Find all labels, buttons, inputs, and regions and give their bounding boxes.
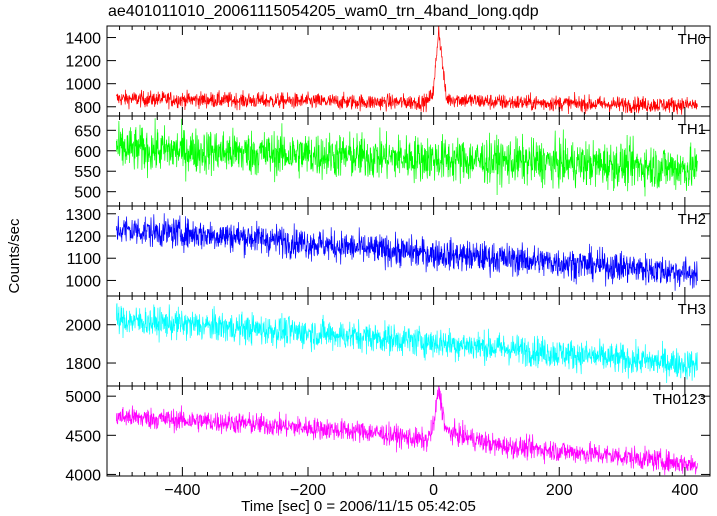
y-tick-label: 1200 (65, 54, 101, 71)
series-th0 (116, 26, 698, 115)
x-tick-label: 400 (672, 482, 699, 499)
x-tick-label: 200 (546, 482, 573, 499)
y-tick-label: 650 (74, 123, 101, 140)
panel-label: TH1 (678, 121, 706, 138)
series-th1 (116, 118, 698, 197)
x-tick-label: 0 (429, 482, 438, 499)
x-tick-label: −200 (290, 482, 326, 499)
panel-label: TH0 (678, 31, 706, 48)
x-axis-label: Time [sec] 0 = 2006/11/15 05:42:05 (241, 498, 476, 515)
series-th3 (116, 303, 698, 384)
y-tick-label: 600 (74, 144, 101, 161)
panel-label: TH3 (678, 301, 706, 318)
y-tick-label: 1100 (67, 251, 102, 268)
x-tick-label: −400 (164, 482, 200, 499)
y-tick-label: 1800 (65, 356, 101, 373)
panel-frame (106, 295, 711, 387)
panel-label: TH2 (678, 211, 706, 228)
chart-title: ae401011010_20061115054205_wam0_trn_4ban… (108, 3, 539, 20)
y-tick-label: 2000 (65, 318, 101, 335)
y-tick-label: 4500 (65, 428, 101, 445)
y-tick-label: 550 (74, 164, 101, 181)
y-tick-label: 1300 (65, 207, 101, 224)
y-tick-label: 1200 (65, 229, 101, 246)
series-th2 (116, 213, 698, 291)
y-tick-label: 1000 (65, 273, 101, 290)
y-tick-label: 4000 (65, 467, 101, 484)
series-th0123 (116, 386, 698, 476)
y-tick-label: 500 (74, 185, 101, 202)
y-tick-label: 5000 (65, 389, 101, 406)
y-tick-label: 1000 (65, 77, 101, 94)
y-tick-label: 800 (74, 100, 101, 117)
panel-label: TH0123 (653, 391, 706, 408)
y-tick-label: 1400 (65, 31, 101, 48)
